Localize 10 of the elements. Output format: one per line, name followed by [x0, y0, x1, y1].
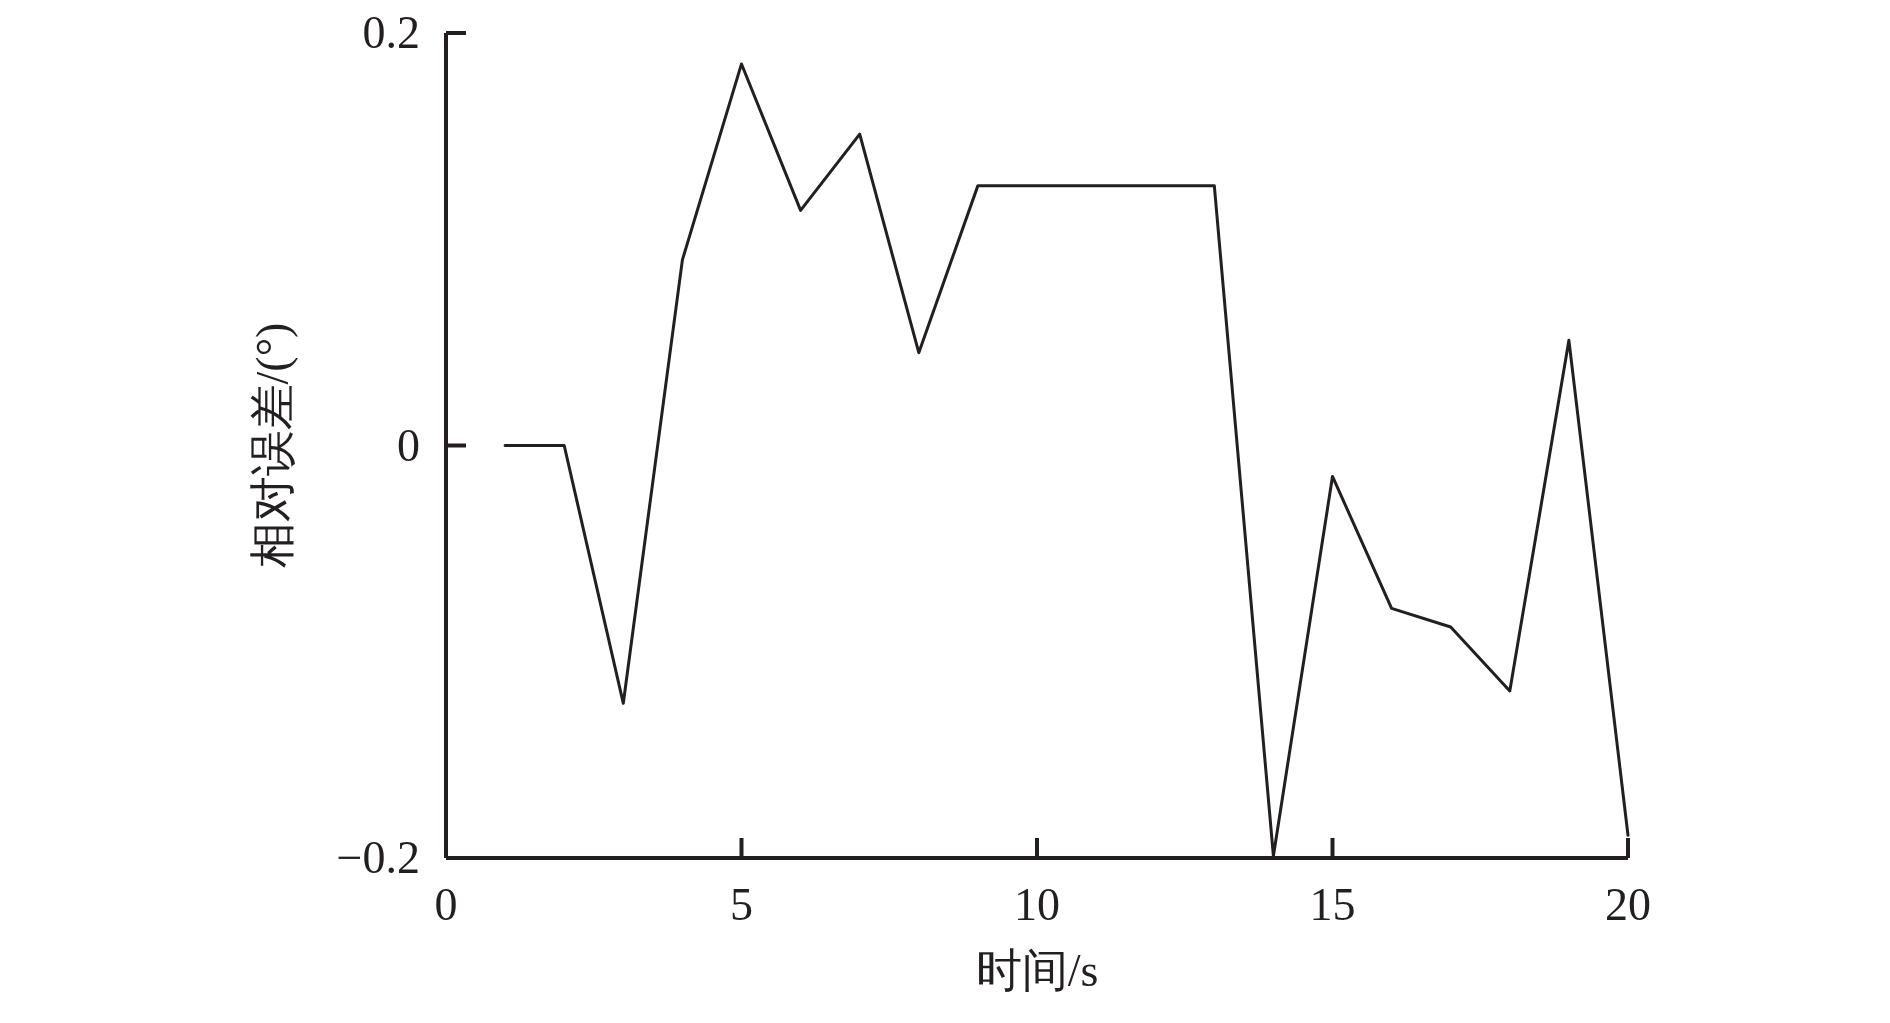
x-tick-label: 10	[1014, 879, 1060, 930]
y-axis-title: 相对误差/(°)	[247, 322, 298, 569]
x-tick-label: 5	[730, 879, 753, 930]
x-axis-title: 时间/s	[975, 945, 1099, 996]
y-tick-label: 0.2	[362, 7, 420, 58]
y-tick-label: −0.2	[336, 832, 420, 883]
y-tick-label: 0	[397, 419, 420, 471]
x-tick-label: 20	[1605, 879, 1651, 930]
x-tick-label: 0	[434, 879, 458, 930]
x-tick-label: 15	[1309, 879, 1356, 930]
